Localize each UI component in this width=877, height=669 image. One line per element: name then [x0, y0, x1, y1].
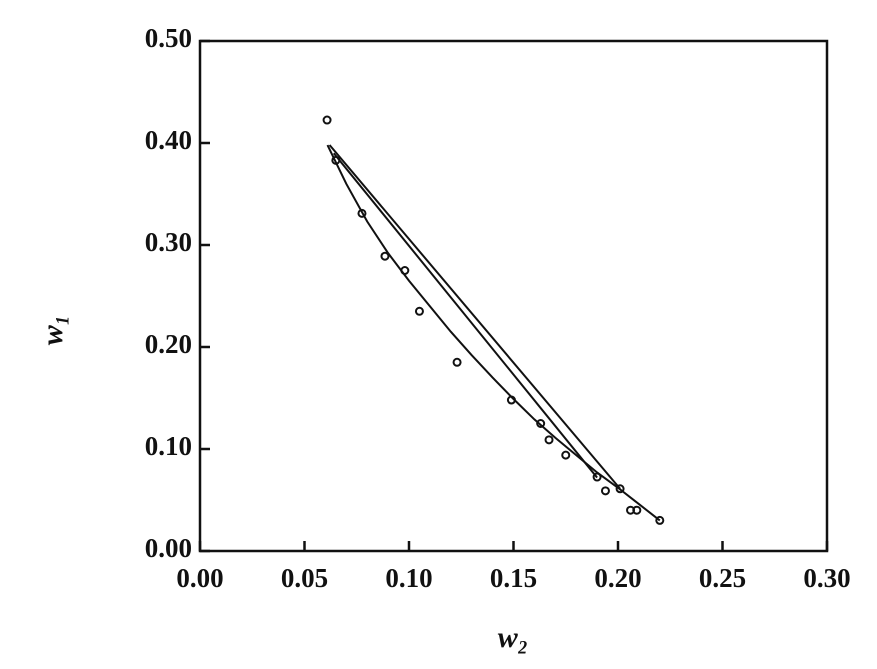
- data-point: [414, 306, 424, 316]
- fit-line: [328, 144, 621, 490]
- data-point: [632, 505, 642, 515]
- fit-line: [332, 152, 598, 479]
- y-tick-label: 0.50: [145, 23, 192, 53]
- x-tick-label: 0.00: [176, 563, 223, 593]
- data-point: [357, 208, 367, 218]
- y-tick-label: 0.40: [145, 125, 192, 155]
- plot-frame: [198, 39, 829, 553]
- data-point: [655, 515, 665, 525]
- y-tick-label: 0.10: [145, 431, 192, 461]
- data-point: [561, 450, 571, 460]
- x-tick-label: 0.10: [385, 563, 432, 593]
- data-point: [322, 115, 332, 125]
- x-tick-label: 0.05: [281, 563, 328, 593]
- data-point: [600, 486, 610, 496]
- x-tick-label: 0.20: [594, 563, 641, 593]
- x-tick-label: 0.25: [699, 563, 746, 593]
- y-tick-label: 0.00: [145, 533, 192, 563]
- x-tick-label: 0.30: [803, 563, 850, 593]
- y-tick-label: 0.30: [145, 227, 192, 257]
- fit-line: [326, 144, 661, 522]
- x-axis-label: w₂: [498, 621, 528, 654]
- y-axis-label: w₁: [36, 315, 69, 345]
- data-point: [615, 484, 625, 494]
- data-point: [380, 251, 390, 261]
- x-tick-label: 0.15: [490, 563, 537, 593]
- data-point: [452, 357, 462, 367]
- y-tick-label: 0.20: [145, 329, 192, 359]
- data-point: [536, 419, 546, 428]
- data-point: [544, 435, 554, 445]
